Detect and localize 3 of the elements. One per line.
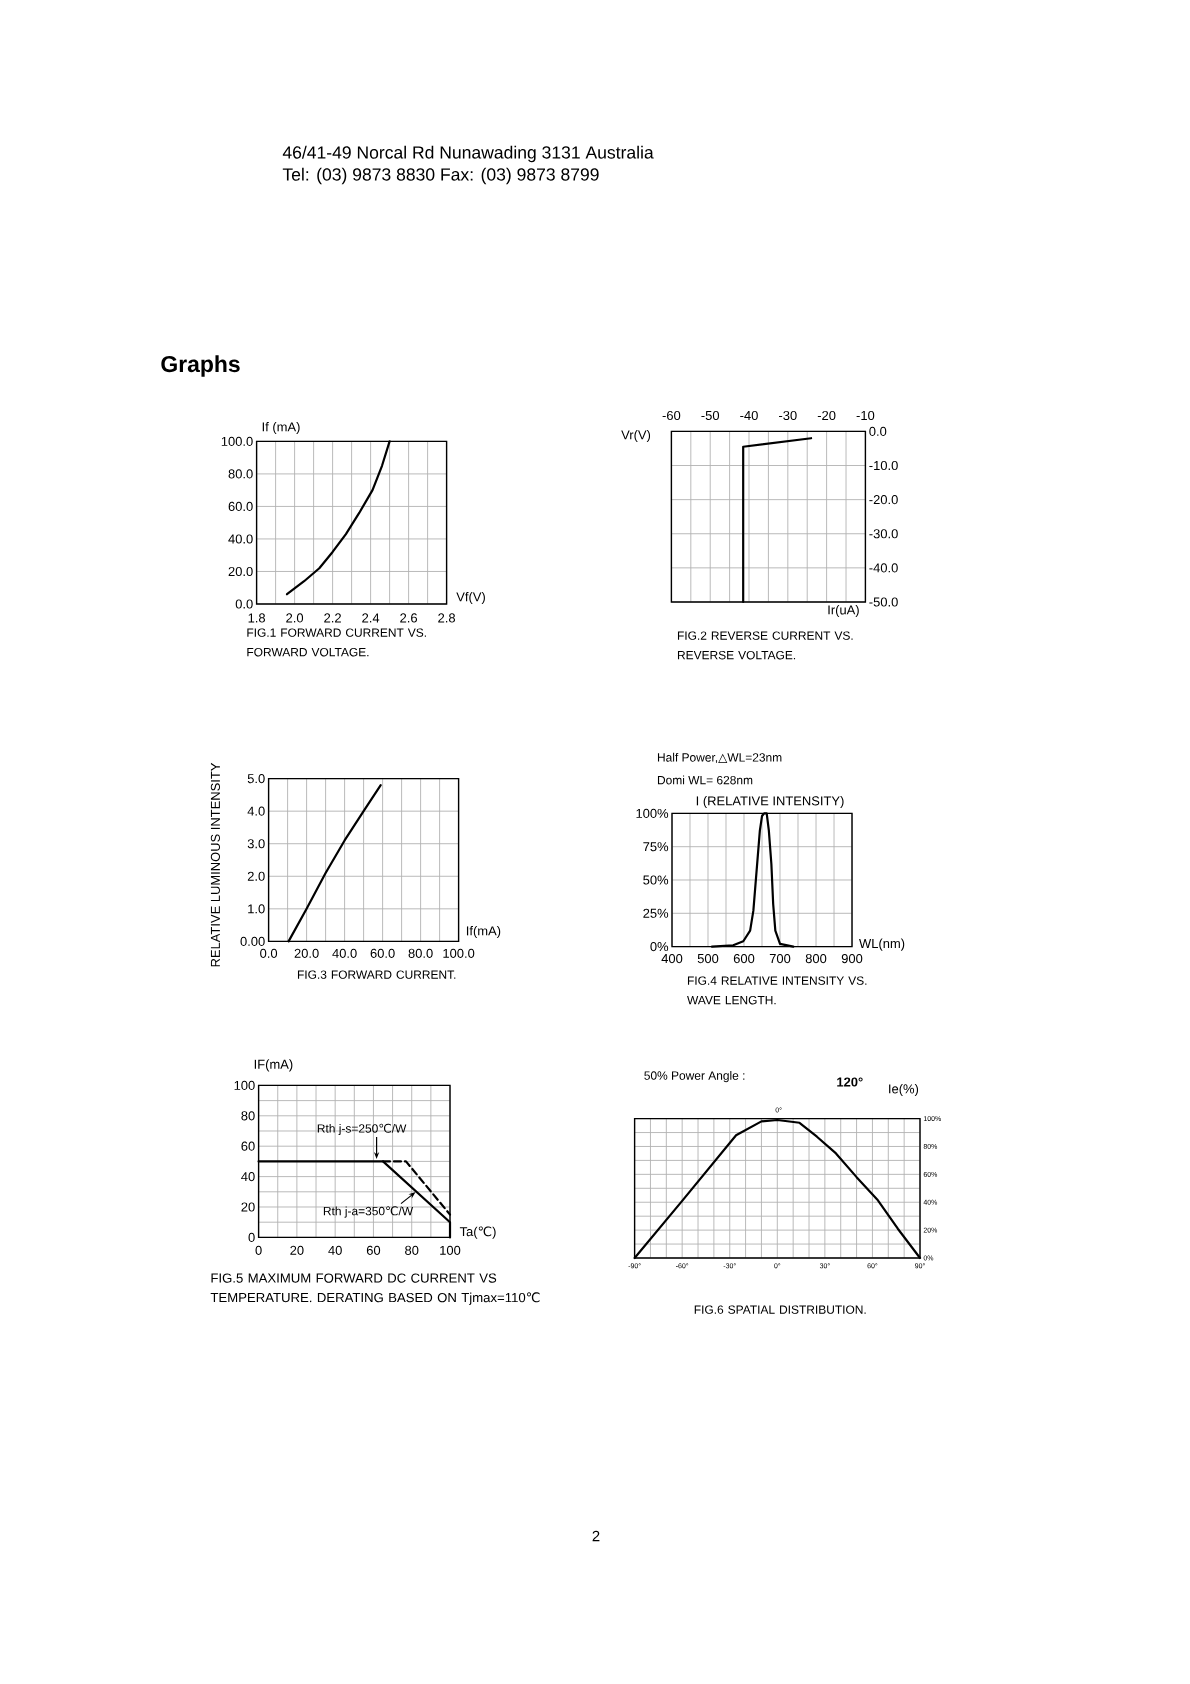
text: Tel: (03) 9873 8830 Fax: (03) 9873 8799 [282, 167, 599, 185]
text: 46/41-49 Norcal Rd Nunawading 3131 Australia [282, 145, 654, 163]
text: Graphs [161, 355, 240, 377]
